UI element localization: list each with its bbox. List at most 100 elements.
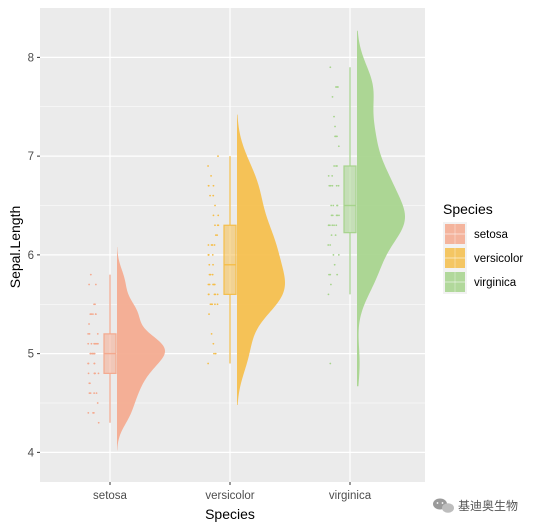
data-point — [212, 342, 215, 345]
data-point — [214, 204, 216, 207]
data-point — [89, 352, 92, 355]
data-point — [96, 402, 99, 404]
data-point — [329, 362, 332, 365]
data-point — [216, 303, 219, 306]
y-tick-label: 7 — [28, 151, 34, 163]
data-point — [96, 332, 99, 335]
data-point — [331, 184, 334, 187]
data-point — [87, 411, 90, 414]
data-point — [87, 332, 90, 335]
data-point — [334, 125, 336, 128]
data-point — [212, 214, 215, 217]
data-point — [333, 165, 335, 167]
data-point — [94, 283, 97, 286]
data-point — [217, 224, 220, 227]
data-point — [94, 313, 97, 316]
data-point — [213, 283, 215, 286]
data-point — [92, 313, 94, 316]
data-point — [336, 204, 339, 207]
data-point — [329, 184, 332, 187]
data-point — [207, 293, 210, 296]
data-point — [214, 234, 217, 237]
data-point — [330, 214, 333, 217]
data-point — [90, 342, 93, 345]
y-tick-label: 6 — [28, 250, 34, 262]
series-setosa — [87, 246, 165, 451]
data-point — [211, 273, 214, 276]
data-point — [217, 214, 220, 217]
data-point — [213, 352, 215, 355]
data-point — [209, 303, 212, 306]
data-point — [327, 293, 330, 296]
data-point — [213, 244, 216, 246]
y-axis-title: Sepal.Length — [7, 206, 23, 289]
data-point — [330, 234, 333, 237]
watermark-text: 基迪奥生物 — [458, 499, 518, 513]
x-axis-title: Species — [205, 506, 255, 522]
data-point — [330, 283, 332, 286]
data-point — [208, 313, 210, 316]
data-point — [330, 204, 333, 207]
data-point — [327, 244, 330, 246]
data-point — [336, 165, 338, 167]
data-point — [337, 86, 339, 88]
series-versicolor — [207, 114, 285, 405]
data-point — [327, 224, 330, 227]
data-point — [329, 66, 332, 69]
data-point — [335, 135, 337, 138]
data-point — [93, 372, 96, 375]
data-point — [335, 184, 338, 187]
data-point — [88, 323, 90, 325]
y-tick-label: 4 — [28, 447, 35, 459]
x-axis: setosa versicolor virginica — [93, 482, 372, 502]
data-point — [89, 273, 92, 276]
data-point — [336, 214, 339, 217]
data-point — [208, 263, 211, 266]
data-point — [97, 342, 99, 345]
data-point — [327, 174, 330, 177]
data-point — [88, 283, 90, 286]
data-point — [335, 224, 338, 227]
data-point — [331, 174, 334, 177]
data-point — [207, 244, 210, 246]
data-point — [214, 352, 217, 355]
data-point — [87, 372, 90, 375]
data-point — [88, 382, 91, 385]
legend: Species setosa versicolor virginica — [443, 201, 523, 294]
data-point — [329, 273, 332, 276]
data-point — [331, 224, 334, 227]
data-point — [207, 362, 210, 365]
data-point — [93, 392, 96, 395]
data-point — [332, 253, 335, 256]
data-point — [210, 332, 213, 335]
wechat-icon — [433, 498, 454, 513]
watermark: 基迪奥生物 — [433, 498, 518, 513]
data-point — [335, 86, 337, 88]
data-point — [332, 204, 335, 207]
legend-label-versicolor: versicolor — [474, 253, 523, 265]
data-point — [333, 263, 336, 266]
data-point — [336, 273, 339, 276]
data-point — [331, 95, 334, 98]
box-iqr — [343, 165, 357, 234]
data-point — [214, 303, 216, 306]
data-point — [94, 303, 96, 306]
x-tick-label: virginica — [329, 490, 372, 502]
density-cloud — [357, 30, 405, 387]
data-point — [212, 184, 215, 187]
data-point — [97, 372, 100, 375]
data-point — [87, 342, 90, 345]
series-virginica — [327, 30, 405, 387]
data-point — [338, 214, 340, 217]
data-point — [212, 194, 215, 197]
data-point — [207, 165, 209, 167]
data-point — [93, 362, 96, 365]
data-point — [212, 263, 214, 266]
data-point — [210, 174, 212, 177]
x-tick-label: versicolor — [205, 490, 254, 502]
box-iqr — [223, 224, 237, 295]
data-point — [97, 421, 100, 424]
legend-label-setosa: setosa — [474, 229, 508, 241]
data-point — [217, 155, 219, 158]
